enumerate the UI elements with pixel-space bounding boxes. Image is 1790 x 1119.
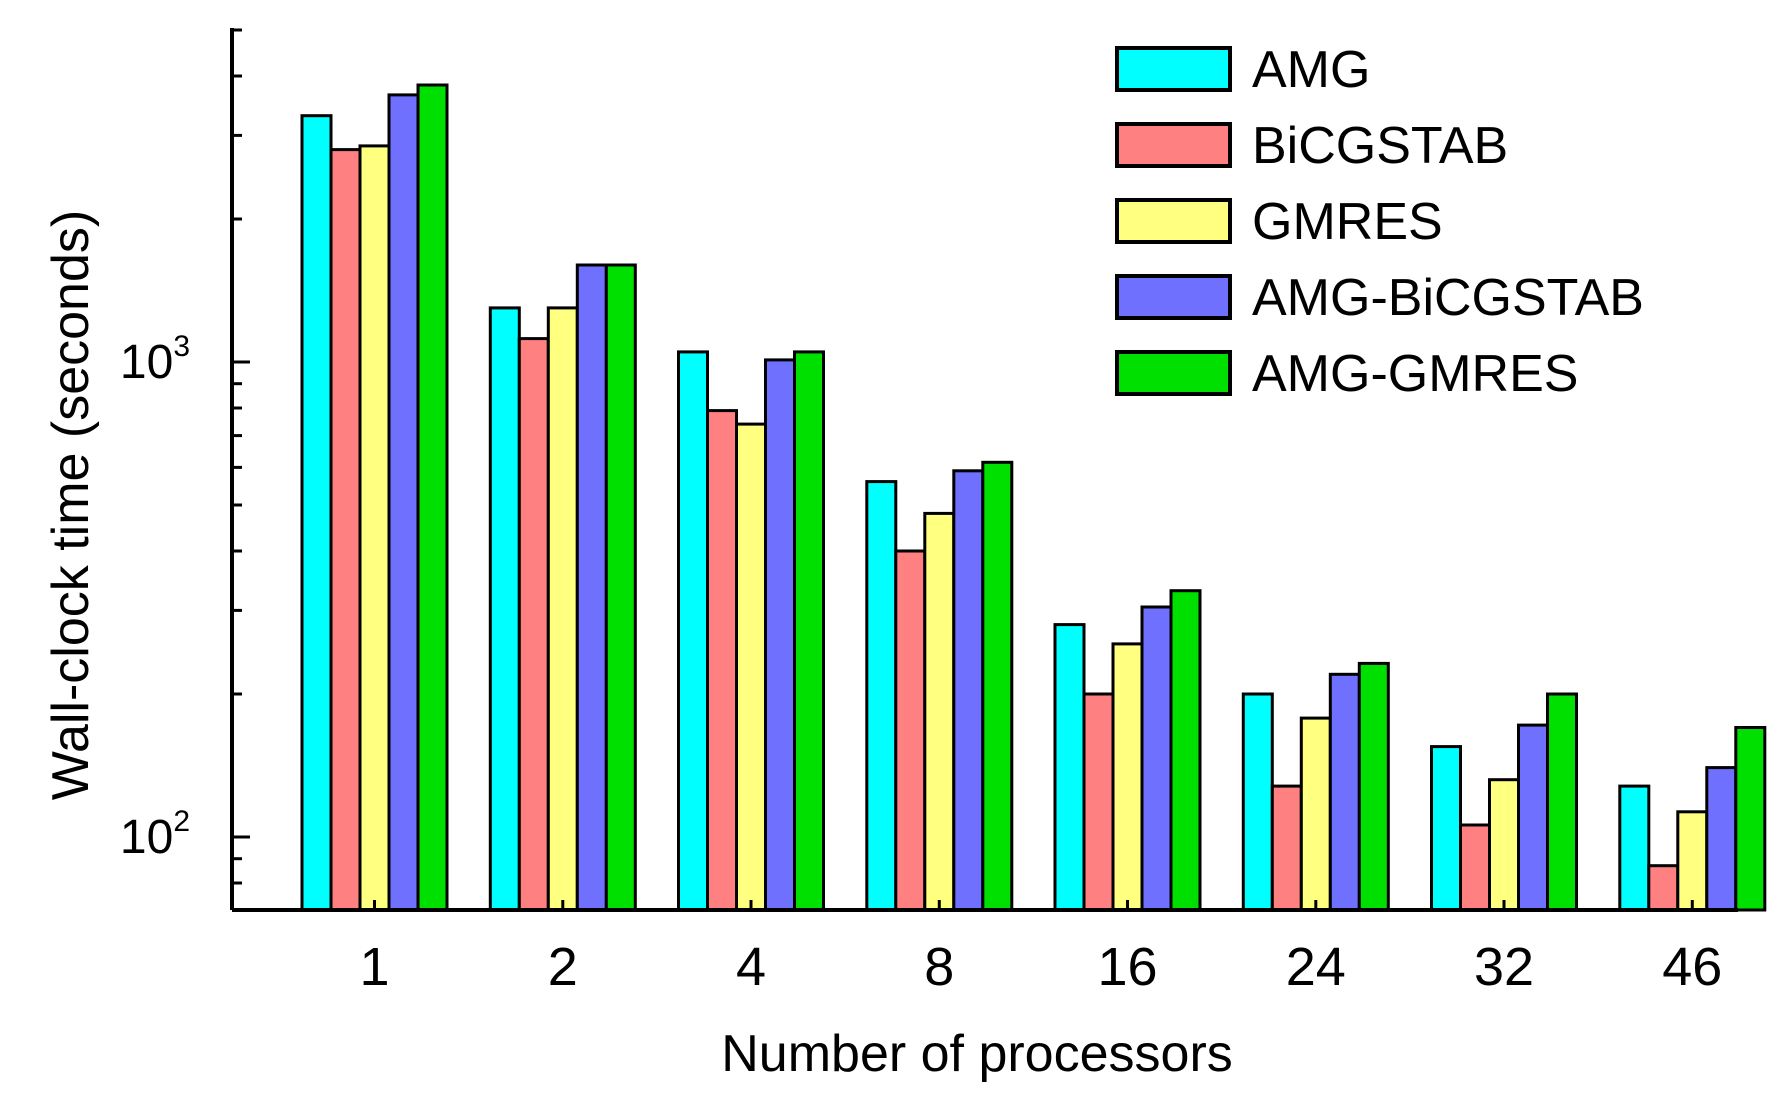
- legend-label-amg: AMG: [1252, 41, 1370, 99]
- bar-amg-gmres-32: [1546, 692, 1578, 912]
- bar-bicgstab-8: [894, 549, 927, 912]
- x-tick-label-24: 24: [1286, 937, 1346, 997]
- bars-layer: [300, 83, 1767, 912]
- x-tick-label-8: 8: [924, 937, 954, 997]
- x-tick-label-1: 1: [359, 937, 389, 997]
- bar-bicgstab-24: [1270, 784, 1303, 912]
- bar-amg-gmres-2: [604, 263, 637, 912]
- x-tick-layer: 1 2 4 8 16 24 32 46: [359, 900, 1722, 997]
- bar-gmres-4: [735, 422, 767, 912]
- bar-gmres-2: [546, 306, 579, 912]
- x-tick-label-2: 2: [548, 937, 578, 997]
- bar-gmres-32: [1488, 778, 1520, 912]
- bar-gmres-1: [358, 144, 391, 912]
- legend-label-gmres: GMRES: [1252, 193, 1443, 251]
- bar-gmres-16: [1111, 642, 1144, 912]
- y-tick-layer: 102 103: [120, 28, 250, 885]
- x-tick-label-16: 16: [1097, 937, 1157, 997]
- y-tick-label-1000: 103: [120, 330, 190, 389]
- y-axis-title: Wall-clock time (seconds): [42, 210, 100, 800]
- bar-amg-4: [677, 350, 709, 912]
- bar-amg-bicgstab-46: [1705, 766, 1738, 912]
- bar-amg-bicgstab-8: [952, 469, 985, 912]
- bar-amg-gmres-8: [981, 460, 1014, 912]
- x-tick-label-46: 46: [1662, 937, 1722, 997]
- bar-amg-24: [1241, 692, 1274, 912]
- legend-label-bicgstab: BiCGSTAB: [1252, 117, 1508, 175]
- bar-amg-bicgstab-32: [1517, 723, 1549, 912]
- bar-bicgstab-1: [329, 148, 362, 912]
- legend-label-amg-gmres: AMG-GMRES: [1252, 345, 1578, 403]
- legend-swatch-amg-gmres: [1115, 350, 1232, 396]
- bar-amg-16: [1053, 623, 1086, 912]
- bar-amg-bicgstab-16: [1140, 605, 1173, 912]
- bar-amg-46: [1618, 784, 1651, 912]
- bar-gmres-24: [1299, 716, 1332, 912]
- legend-label-amg-bicgstab: AMG-BiCGSTAB: [1252, 269, 1644, 327]
- legend-swatch-bicgstab: [1115, 122, 1232, 168]
- legend-swatch-gmres: [1115, 198, 1232, 244]
- bar-amg-gmres-1: [416, 83, 449, 912]
- x-tick-label-4: 4: [736, 937, 766, 997]
- bar-bicgstab-2: [517, 337, 550, 912]
- bar-amg-gmres-24: [1357, 661, 1390, 912]
- bar-amg-bicgstab-4: [764, 358, 796, 912]
- bar-amg-bicgstab-24: [1328, 672, 1361, 912]
- legend-swatch-amg: [1115, 46, 1232, 92]
- legend: AMG BiCGSTAB GMRES AMG-BiCGSTAB AMG-GMRES: [1115, 41, 1644, 403]
- bar-amg-32: [1430, 745, 1462, 912]
- bar-bicgstab-4: [706, 409, 738, 912]
- bar-amg-2: [488, 306, 521, 912]
- bar-bicgstab-16: [1082, 692, 1115, 912]
- bar-gmres-46: [1676, 810, 1709, 912]
- axes-layer: [230, 28, 1738, 912]
- bar-amg-bicgstab-1: [387, 93, 420, 912]
- legend-swatch-amg-bicgstab: [1115, 274, 1232, 320]
- bar-amg-gmres-46: [1734, 726, 1767, 912]
- x-tick-label-32: 32: [1474, 937, 1534, 997]
- bar-amg-gmres-4: [793, 350, 825, 912]
- bar-amg-bicgstab-2: [575, 263, 608, 912]
- bar-amg-8: [865, 480, 898, 912]
- y-tick-label-100: 102: [120, 805, 190, 864]
- bar-amg-1: [300, 114, 333, 912]
- bar-amg-gmres-16: [1169, 589, 1202, 912]
- x-axis-title: Number of processors: [721, 1025, 1233, 1083]
- bar-bicgstab-46: [1647, 864, 1680, 912]
- bar-bicgstab-32: [1459, 823, 1491, 912]
- bar-gmres-8: [923, 511, 956, 912]
